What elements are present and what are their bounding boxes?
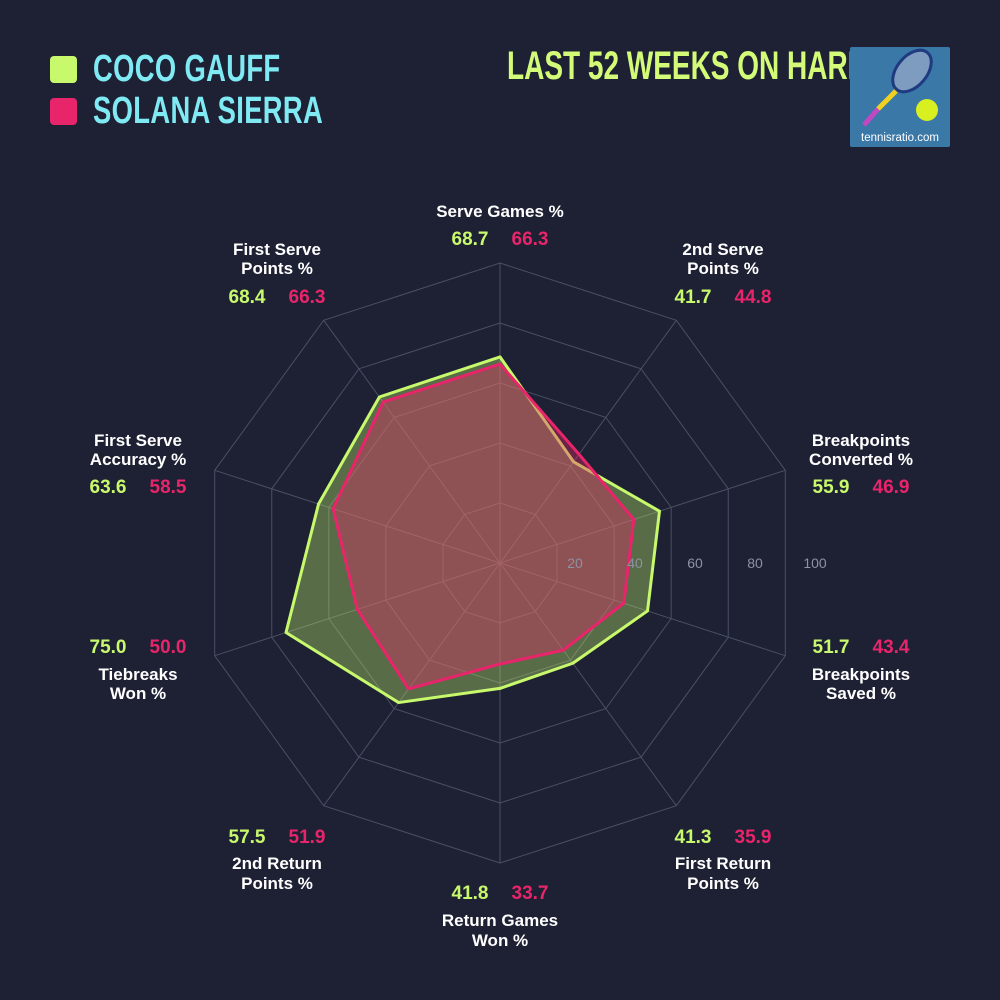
- data-label-gauff: 63.6: [89, 477, 127, 498]
- data-label-sierra: 51.9: [288, 827, 326, 848]
- data-label-gauff: 51.7: [812, 637, 850, 658]
- axis-label: Won %: [109, 684, 167, 703]
- axis-label: First Serve: [233, 240, 321, 259]
- tick-label: 80: [747, 555, 763, 571]
- axis-label: Accuracy %: [89, 450, 187, 469]
- legend-label-sierra: SOLANA SIERRA: [93, 89, 324, 132]
- data-label-sierra: 46.9: [872, 477, 910, 498]
- data-label-gauff: 75.0: [89, 637, 127, 658]
- tennisratio-logo: tennisratio.com: [850, 47, 950, 147]
- grid-spoke: [499, 562, 786, 657]
- data-label-sierra: 50.0: [149, 637, 187, 658]
- tick-label: 20: [567, 555, 583, 571]
- data-label-gauff: 57.5: [228, 827, 266, 848]
- axis-label: Points %: [687, 874, 759, 893]
- legend-item-sierra: SOLANA SIERRA: [50, 90, 413, 132]
- tick-label: 40: [627, 555, 643, 571]
- axis-label: Return Games: [441, 911, 559, 930]
- legend-item-gauff: COCO GAUFF: [50, 48, 413, 90]
- axis-label: Tiebreaks: [98, 665, 178, 684]
- data-label-gauff: 68.4: [228, 287, 266, 308]
- legend: COCO GAUFF SOLANA SIERRA: [50, 48, 413, 132]
- data-label-sierra: 44.8: [734, 287, 772, 308]
- data-label-sierra: 33.7: [511, 883, 549, 904]
- axis-label: Won %: [471, 931, 529, 950]
- axis-label: Points %: [241, 259, 313, 278]
- axis-label: Points %: [687, 259, 759, 278]
- data-label-sierra: 66.3: [288, 287, 326, 308]
- tick-label: 100: [803, 555, 827, 571]
- data-label-gauff: 41.7: [674, 287, 712, 308]
- grid-spoke: [499, 562, 677, 806]
- data-label-sierra: 35.9: [734, 827, 772, 848]
- data-label-sierra: 43.4: [872, 637, 910, 658]
- axis-label: Breakpoints: [811, 431, 911, 450]
- tennis-racket-icon: [862, 48, 938, 127]
- grid-spoke: [214, 469, 501, 564]
- series-area-gauff: [284, 355, 661, 705]
- data-label-gauff: 68.7: [451, 229, 489, 250]
- axis-label: First Serve: [94, 431, 182, 450]
- grid-spoke: [499, 320, 677, 564]
- data-label-sierra: 58.5: [149, 477, 187, 498]
- legend-label-gauff: COCO GAUFF: [93, 47, 281, 90]
- tennis-ball-icon: [916, 99, 938, 121]
- logo-text: tennisratio.com: [861, 132, 939, 144]
- period-title: LAST 52 WEEKS ON HARD: [507, 44, 868, 88]
- axis-label: 2nd Return: [232, 854, 322, 873]
- legend-swatch-sierra: [50, 97, 77, 125]
- axis-label: Breakpoints: [811, 665, 911, 684]
- axis-label: Points %: [241, 874, 313, 893]
- grid-spoke: [323, 562, 501, 806]
- axis-label: Converted %: [809, 450, 913, 469]
- axis-label: Serve Games %: [436, 202, 564, 221]
- data-label-gauff: 55.9: [812, 477, 850, 498]
- series-area-sierra: [331, 362, 636, 691]
- grid-spoke: [499, 469, 786, 564]
- tick-label: 60: [687, 555, 703, 571]
- axis-label: 2nd Serve: [682, 240, 764, 259]
- grid-spoke: [323, 320, 501, 564]
- data-label-gauff: 41.3: [674, 827, 712, 848]
- data-label-sierra: 66.3: [511, 229, 549, 250]
- legend-swatch-gauff: [50, 55, 77, 83]
- data-label-gauff: 41.8: [451, 883, 489, 904]
- axis-label: Saved %: [826, 684, 896, 703]
- axis-label: First Return: [674, 854, 772, 873]
